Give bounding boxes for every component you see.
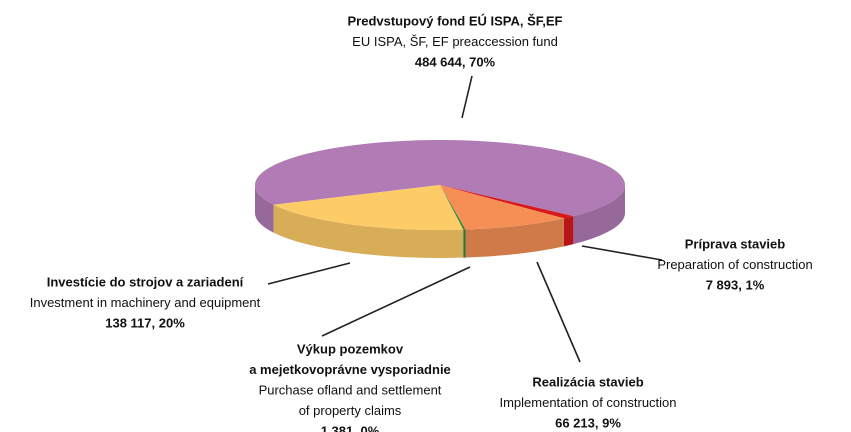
leader-line [321,266,471,337]
leader-line [267,262,351,285]
slice-top [440,185,564,230]
slice-side [255,185,274,233]
slice [440,185,574,247]
value-label: 1 381. 0% [321,423,380,432]
label-subtitle: EU ISPA, ŠF, EF preaccession fund [352,34,558,49]
label-subtitle: Implementation of construction [499,395,676,410]
slice [255,140,625,245]
label-subtitle: Purchase ofland and settlement [259,382,442,397]
label-subtitle: of property claims [299,403,402,418]
slice-top [273,185,464,230]
leader-line [581,245,663,261]
slice [440,185,466,258]
slice-side [573,185,625,245]
slice-side [273,204,464,258]
labels: Predvstupový fond EÚ ISPA, ŠF,EF EU ISPA,… [30,13,813,432]
slice-top [440,185,466,230]
label-title: Príprava stavieb [685,236,786,251]
slice-side [465,218,564,258]
slice-top [255,140,625,217]
value-label: 66 213, 9% [555,415,621,430]
pie [255,140,625,258]
leader-line [461,75,473,119]
label-title: Výkup pozemkov [297,341,404,356]
leader-line [536,261,581,363]
label-subtitle: Preparation of construction [657,257,812,272]
slice-side [463,229,466,258]
value-label: 484 644, 70% [415,54,496,69]
slice-top [440,185,574,219]
label-title: Investície do strojov a zariadení [47,274,244,289]
slice-side [563,216,574,247]
slice [440,185,564,258]
label-title: Predvstupový fond EÚ ISPA, ŠF,EF [347,13,562,28]
value-label: 138 117, 20% [105,315,185,330]
label-subtitle: Investment in machinery and equipment [30,295,261,310]
label-title: a mejetkovoprávne vysporiadnie [249,362,451,377]
value-label: 7 893, 1% [706,277,765,292]
slice [273,185,464,258]
label-title: Realizácia stavieb [532,374,643,389]
